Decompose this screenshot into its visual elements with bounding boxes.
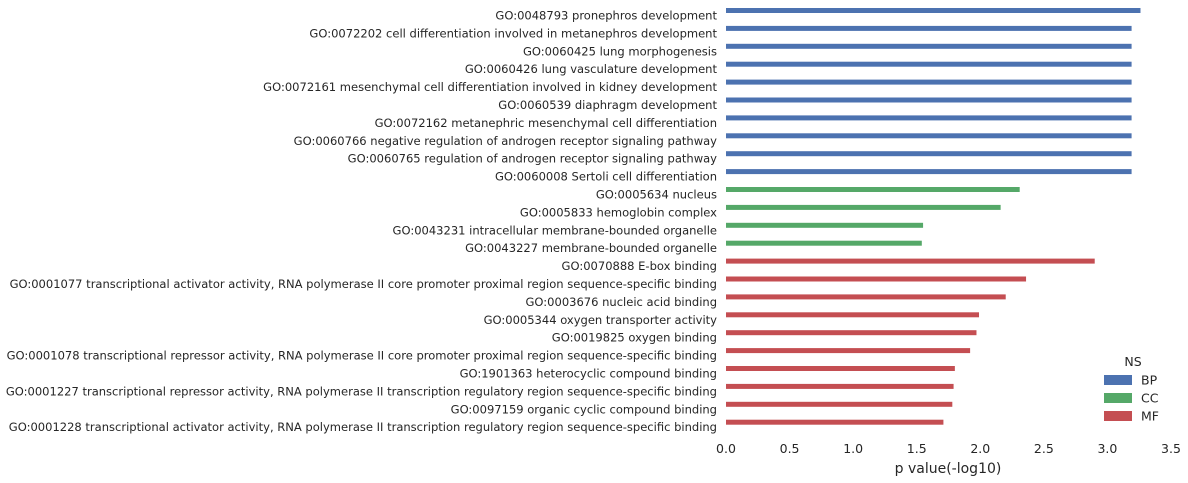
category-label: GO:0001227 transcriptional repressor act… — [6, 384, 717, 398]
category-label: GO:0005344 oxygen transporter activity — [484, 313, 718, 327]
x-tick-label: 1.0 — [843, 441, 863, 456]
bar-bp — [726, 97, 1132, 103]
category-label: GO:0019825 oxygen binding — [552, 331, 717, 345]
bar-mf — [726, 312, 980, 318]
legend-label-bp: BP — [1141, 373, 1158, 388]
bar-bp — [726, 133, 1132, 139]
category-label: GO:0001077 transcriptional activator act… — [10, 277, 717, 291]
bar-cc — [726, 240, 922, 246]
category-label: GO:0072162 metanephric mesenchymal cell … — [375, 116, 717, 130]
bar-mf — [726, 276, 1027, 282]
legend-swatch-bp — [1104, 375, 1132, 385]
category-label: GO:0001228 transcriptional activator act… — [9, 420, 717, 434]
legend-swatch-mf — [1104, 411, 1132, 421]
category-label: GO:0060539 diaphragm development — [498, 98, 717, 112]
x-axis-title: p value(-log10) — [895, 461, 1002, 477]
category-label: GO:0072202 cell differentiation involved… — [309, 26, 717, 40]
x-tick-label: 0.0 — [716, 441, 736, 456]
category-label: GO:0072161 mesenchymal cell differentiat… — [263, 80, 717, 94]
x-tick-label: 3.5 — [1161, 441, 1181, 456]
category-label: GO:1901363 heterocyclic compound binding — [460, 367, 717, 381]
category-label: GO:0005833 hemoglobin complex — [520, 205, 717, 219]
category-label: GO:0070888 E-box binding — [562, 259, 717, 273]
category-label: GO:0001078 transcriptional repressor act… — [7, 349, 717, 363]
bar-mf — [726, 258, 1095, 264]
x-tick-label: 2.5 — [1034, 441, 1054, 456]
bar-cc — [726, 204, 1001, 210]
legend-label-cc: CC — [1141, 391, 1159, 406]
category-label: GO:0060765 regulation of androgen recept… — [348, 152, 717, 166]
category-label: GO:0005634 nucleus — [596, 188, 717, 202]
bar-cc — [726, 187, 1020, 192]
legend: NS BP CC MF — [1104, 354, 1159, 424]
legend-entries: BP CC MF — [1104, 373, 1159, 424]
bar-bp — [726, 79, 1132, 85]
x-axis-ticks: 0.0 0.5 1.0 1.5 2.0 2.5 3.0 3.5 — [716, 441, 1181, 456]
bar-bp — [726, 169, 1132, 175]
bar-bp — [726, 25, 1132, 31]
legend-label-mf: MF — [1141, 409, 1159, 424]
x-tick-label: 0.5 — [780, 441, 800, 456]
bar-mf — [726, 294, 1006, 300]
bar-bp — [726, 61, 1132, 67]
bar-mf — [726, 383, 954, 389]
legend-title: NS — [1124, 354, 1141, 369]
legend-swatch-cc — [1104, 393, 1132, 403]
category-label: GO:0043227 membrane-bounded organelle — [465, 241, 717, 255]
bar-mf — [726, 419, 944, 425]
category-label: GO:0060766 negative regulation of androg… — [294, 134, 718, 148]
category-label: GO:0060426 lung vasculature development — [465, 62, 718, 76]
bar-bp — [726, 115, 1132, 121]
bar-bp — [726, 8, 1141, 13]
bar-mf — [726, 330, 977, 336]
bar-cc — [726, 222, 924, 228]
category-label: GO:0003676 nucleic acid binding — [526, 295, 718, 309]
bar-bp — [726, 43, 1132, 49]
category-label: GO:0060008 Sertoli cell differentiation — [495, 170, 717, 184]
x-tick-label: 2.0 — [970, 441, 990, 456]
x-tick-label: 1.5 — [907, 441, 927, 456]
category-label: GO:0060425 lung morphogenesis — [523, 44, 717, 58]
category-label: GO:0048793 pronephros development — [495, 9, 717, 23]
category-label: GO:0043231 intracellular membrane-bounde… — [393, 223, 717, 237]
bar-mf — [726, 366, 955, 371]
x-tick-label: 3.0 — [1097, 441, 1117, 456]
category-labels: GO:0048793 pronephros development GO:0072… — [6, 9, 718, 435]
bar-mf — [726, 348, 971, 354]
bars-layer — [726, 8, 1141, 425]
bar-mf — [726, 401, 953, 407]
category-label: GO:0097159 organic cyclic compound bindi… — [451, 402, 717, 416]
bar-bp — [726, 151, 1132, 157]
